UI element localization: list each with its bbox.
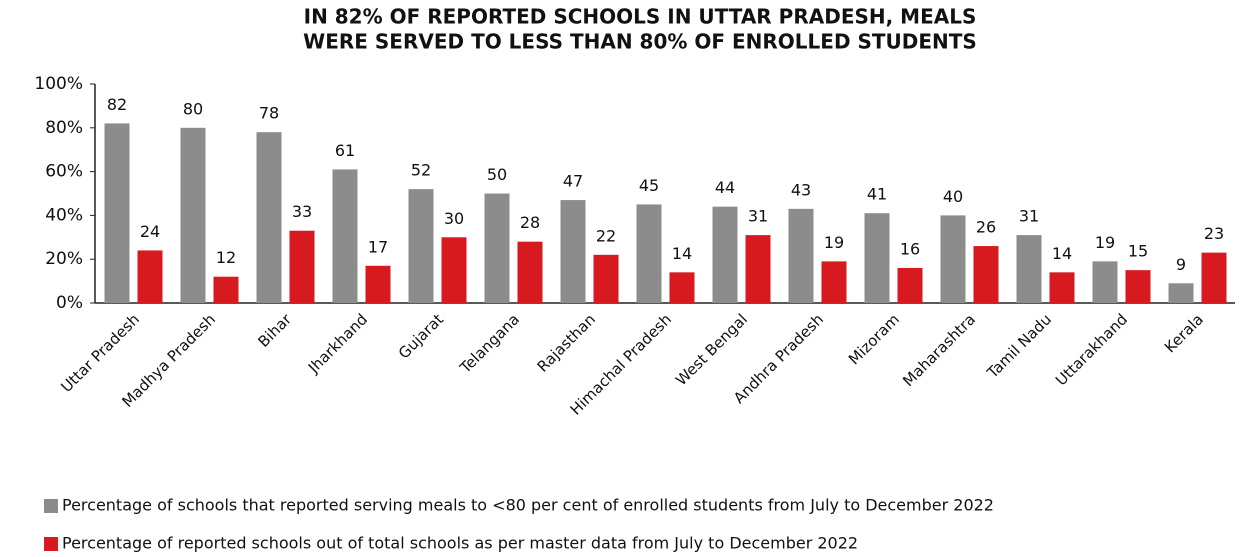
value-label: 9 xyxy=(1176,255,1186,274)
bar xyxy=(669,272,695,303)
value-label: 45 xyxy=(639,176,659,195)
legend-label: Percentage of schools that reported serv… xyxy=(62,496,994,515)
bar xyxy=(821,261,847,303)
x-tick-label: Mizoram xyxy=(845,310,903,368)
chart-title: IN 82% OF REPORTED SCHOOLS IN UTTAR PRAD… xyxy=(304,5,977,29)
y-tick-label: 40% xyxy=(45,205,83,225)
bar xyxy=(213,276,239,303)
x-tick-label: West Bengal xyxy=(672,310,751,389)
bar xyxy=(1016,235,1042,303)
bar xyxy=(940,215,966,303)
y-tick-label: 60% xyxy=(45,162,83,182)
y-tick-label: 80% xyxy=(45,118,83,138)
y-tick-label: 20% xyxy=(45,249,83,269)
value-label: 33 xyxy=(292,202,312,221)
value-label: 23 xyxy=(1204,224,1224,243)
x-tick-label: Gujarat xyxy=(395,310,447,362)
x-tick-label: Uttar Pradesh xyxy=(57,310,143,396)
bar xyxy=(104,123,130,303)
bar xyxy=(365,265,391,303)
bar xyxy=(973,246,999,303)
value-label: 80 xyxy=(183,99,203,118)
x-tick-label: Bihar xyxy=(254,310,295,351)
bar xyxy=(408,189,434,303)
value-label: 61 xyxy=(335,141,355,160)
value-label: 26 xyxy=(976,218,996,237)
x-tick-label: Uttarakhand xyxy=(1052,310,1131,389)
x-tick-label: Tamil Nadu xyxy=(983,310,1055,382)
value-label: 14 xyxy=(672,244,692,263)
bar xyxy=(788,208,814,303)
value-label: 31 xyxy=(748,207,768,226)
bar xyxy=(1049,272,1075,303)
value-label: 52 xyxy=(411,161,431,180)
legend-swatch xyxy=(44,499,58,513)
bar xyxy=(1092,261,1118,303)
value-label: 19 xyxy=(824,233,844,252)
bar xyxy=(864,213,890,303)
bar xyxy=(256,132,282,303)
value-label: 15 xyxy=(1128,242,1148,261)
bar xyxy=(1125,270,1151,303)
value-label: 17 xyxy=(368,237,388,256)
bar xyxy=(636,204,662,303)
value-label: 40 xyxy=(943,187,963,206)
bar xyxy=(441,237,467,303)
bar xyxy=(484,193,510,303)
x-tick-label: Kerala xyxy=(1161,310,1207,356)
bar xyxy=(1201,252,1227,303)
value-label: 31 xyxy=(1019,207,1039,226)
value-label: 41 xyxy=(867,185,887,204)
x-tick-label: Jharkhand xyxy=(304,310,371,377)
bar xyxy=(517,241,543,303)
bar xyxy=(289,230,315,303)
chart-title: WERE SERVED TO LESS THAN 80% OF ENROLLED… xyxy=(303,30,977,54)
x-tick-label: Telangana xyxy=(456,310,523,377)
value-label: 19 xyxy=(1095,233,1115,252)
bar xyxy=(593,254,619,303)
value-label: 24 xyxy=(140,222,160,241)
y-tick-label: 0% xyxy=(56,293,83,313)
legend-label: Percentage of reported schools out of to… xyxy=(62,534,858,553)
bar xyxy=(560,200,586,303)
x-tick-label: Rajasthan xyxy=(534,310,599,375)
value-label: 16 xyxy=(900,239,920,258)
bar xyxy=(137,250,163,303)
value-label: 30 xyxy=(444,209,464,228)
bar xyxy=(332,169,358,303)
value-label: 12 xyxy=(216,248,236,267)
value-label: 14 xyxy=(1052,244,1072,263)
value-label: 82 xyxy=(107,95,127,114)
x-tick-label: Maharashtra xyxy=(899,310,979,390)
value-label: 50 xyxy=(487,165,507,184)
y-tick-label: 100% xyxy=(34,74,83,94)
bar xyxy=(180,127,206,303)
value-label: 28 xyxy=(520,213,540,232)
value-label: 78 xyxy=(259,104,279,123)
value-label: 43 xyxy=(791,180,811,199)
value-label: 44 xyxy=(715,178,735,197)
value-label: 47 xyxy=(563,172,583,191)
value-label: 22 xyxy=(596,226,616,245)
legend-swatch xyxy=(44,537,58,551)
bar xyxy=(745,235,771,303)
bar xyxy=(897,267,923,303)
bar xyxy=(1168,283,1194,303)
bar xyxy=(712,206,738,303)
